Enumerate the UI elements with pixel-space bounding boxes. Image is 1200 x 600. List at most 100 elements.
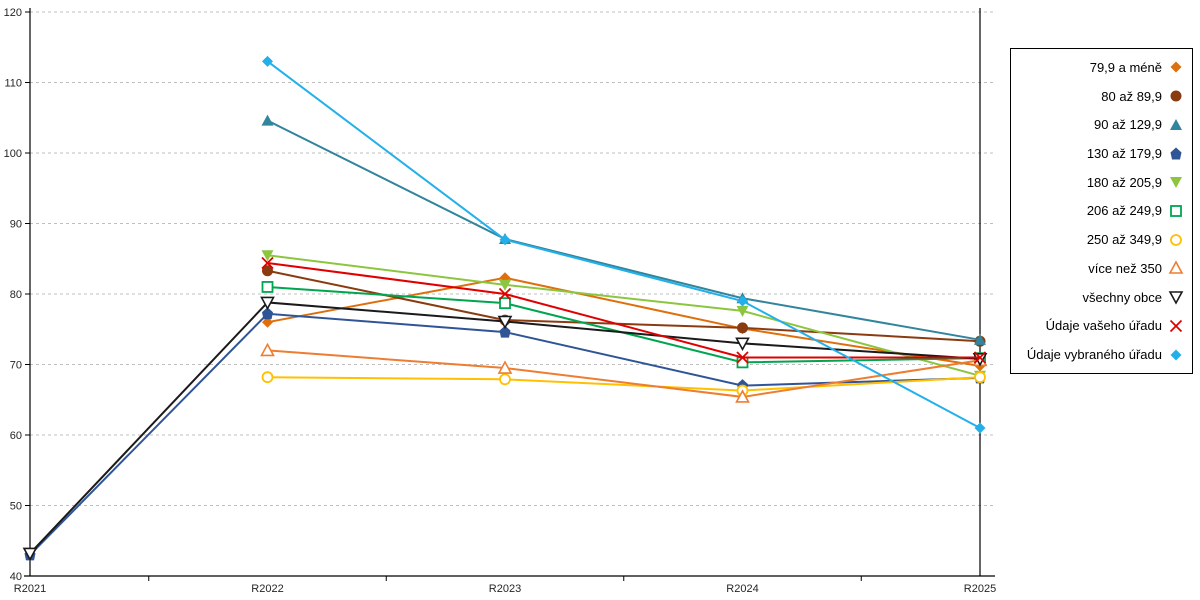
data-point-marker [499, 297, 511, 310]
data-point-marker [736, 351, 749, 364]
series-line [267, 276, 981, 367]
legend-marker-triangle-up-filled-icon [1170, 118, 1182, 130]
data-point-marker [1170, 61, 1182, 73]
data-point-marker [262, 55, 273, 67]
data-point-marker [1170, 147, 1182, 160]
legend-item-80-az-89-9: 80 až 89,9 [1015, 88, 1184, 104]
legend-item-vsechny-obce: všechny obce [1015, 289, 1184, 305]
legend-label: 180 až 205,9 [1086, 174, 1162, 190]
legend-label: Údaje vašeho úřadu [1045, 318, 1162, 334]
data-point-marker [261, 256, 274, 270]
data-point-marker [262, 265, 273, 277]
legend-item-udaje-vybraneho-uradu: Údaje vybraného úřadu [1015, 347, 1184, 363]
data-point-marker [1170, 90, 1182, 102]
data-point-marker [1169, 319, 1183, 332]
series-line [267, 349, 981, 398]
x-tick-label: R2024 [726, 583, 758, 595]
data-point-marker [499, 373, 511, 386]
series-line [267, 376, 981, 392]
legend-label: všechny obce [1082, 289, 1163, 305]
series-10 [262, 55, 986, 434]
data-point-marker [736, 356, 749, 369]
data-point-marker [261, 250, 274, 262]
legend-item-vice-nez-350: více než 350 [1015, 260, 1184, 276]
legend-marker-diamond-filled-icon [1170, 349, 1182, 361]
data-point-marker [499, 279, 511, 291]
data-point-marker [499, 325, 511, 338]
y-tick-label: 90 [10, 219, 22, 231]
data-point-marker [261, 281, 274, 293]
x-tick-label: R2025 [964, 583, 996, 595]
series-1 [262, 265, 986, 347]
legend-marker-circle-open-icon [1170, 233, 1182, 246]
data-point-marker [736, 305, 749, 317]
legend-item-180-az-205-9: 180 až 205,9 [1015, 174, 1184, 190]
legend-item-79-9-a-mene: 79,9 a méně [1015, 59, 1184, 75]
data-point-marker [261, 371, 274, 384]
legend-marker-square-open-icon [1170, 205, 1182, 217]
data-point-marker [260, 296, 275, 311]
data-point-marker [262, 307, 273, 320]
data-point-marker [974, 371, 986, 384]
data-point-marker [974, 333, 986, 345]
legend-item-udaje-vaseho-uradu: Údaje vašeho úřadu [1015, 318, 1184, 334]
series-line [266, 60, 981, 429]
legend-marker-pentagon-filled-icon [1170, 147, 1182, 160]
data-point-marker [499, 234, 511, 246]
data-point-marker [737, 322, 748, 334]
chart-legend: 79,9 a méně 80 až 89,9 90 až 129,9 130 až 1… [1010, 48, 1193, 374]
legend-marker-triangle-down-filled-icon [1170, 177, 1182, 189]
legend-label: 90 až 129,9 [1094, 117, 1162, 133]
legend-label: 250 až 349,9 [1086, 232, 1162, 248]
y-tick-label: 100 [4, 148, 22, 160]
data-point-marker [261, 114, 274, 126]
legend-marker-triangle-down-open-icon [1168, 291, 1184, 305]
data-point-marker [260, 342, 275, 357]
data-point-marker [1168, 291, 1184, 305]
x-tick-label: R2022 [251, 583, 283, 595]
legend-marker-x-cross-icon [1169, 319, 1183, 332]
data-point-marker [1170, 205, 1182, 217]
series-line [267, 119, 981, 341]
data-point-marker [22, 547, 38, 562]
legend-label: více než 350 [1088, 260, 1162, 276]
legend-item-90-az-129-9: 90 až 129,9 [1015, 117, 1184, 133]
y-tick-label: 40 [10, 571, 22, 583]
data-point-marker [498, 287, 512, 301]
series-line [267, 254, 981, 377]
legend-label: Údaje vybraného úřadu [1026, 347, 1162, 363]
data-point-marker [1170, 177, 1182, 189]
data-point-marker [735, 389, 750, 403]
legend-label: 79,9 a méně [1089, 59, 1162, 75]
data-point-marker [735, 337, 750, 352]
data-point-marker [1168, 260, 1184, 275]
y-tick-label: 70 [10, 360, 22, 372]
data-point-marker [974, 422, 986, 434]
legend-label: 206 až 249,9 [1086, 203, 1162, 219]
series-line [267, 269, 981, 343]
legend-marker-triangle-up-open-icon [1168, 260, 1184, 275]
y-tick-label: 50 [10, 501, 22, 513]
legend-marker-diamond-filled-icon [1170, 61, 1182, 73]
legend-item-206-az-249-9: 206 až 249,9 [1015, 203, 1184, 219]
data-point-marker [497, 360, 513, 374]
data-point-marker [1170, 233, 1182, 246]
legend-item-130-az-179-9: 130 až 179,9 [1015, 146, 1184, 162]
legend-label: 80 až 89,9 [1101, 88, 1162, 104]
data-point-marker [1170, 118, 1182, 130]
legend-marker-circle-filled-icon [1170, 90, 1182, 102]
x-tick-label: R2023 [489, 583, 521, 595]
legend-item-250-az-349-9: 250 až 349,9 [1015, 232, 1184, 248]
series-9 [261, 256, 987, 364]
data-point-marker [973, 351, 987, 364]
y-tick-label: 60 [10, 430, 22, 442]
data-point-marker [1170, 349, 1182, 361]
series-3 [24, 307, 986, 561]
data-point-marker [737, 295, 748, 307]
data-point-marker [262, 316, 273, 328]
series-line [267, 261, 980, 359]
y-tick-label: 110 [4, 78, 22, 90]
legend-label: 130 až 179,9 [1086, 146, 1162, 162]
